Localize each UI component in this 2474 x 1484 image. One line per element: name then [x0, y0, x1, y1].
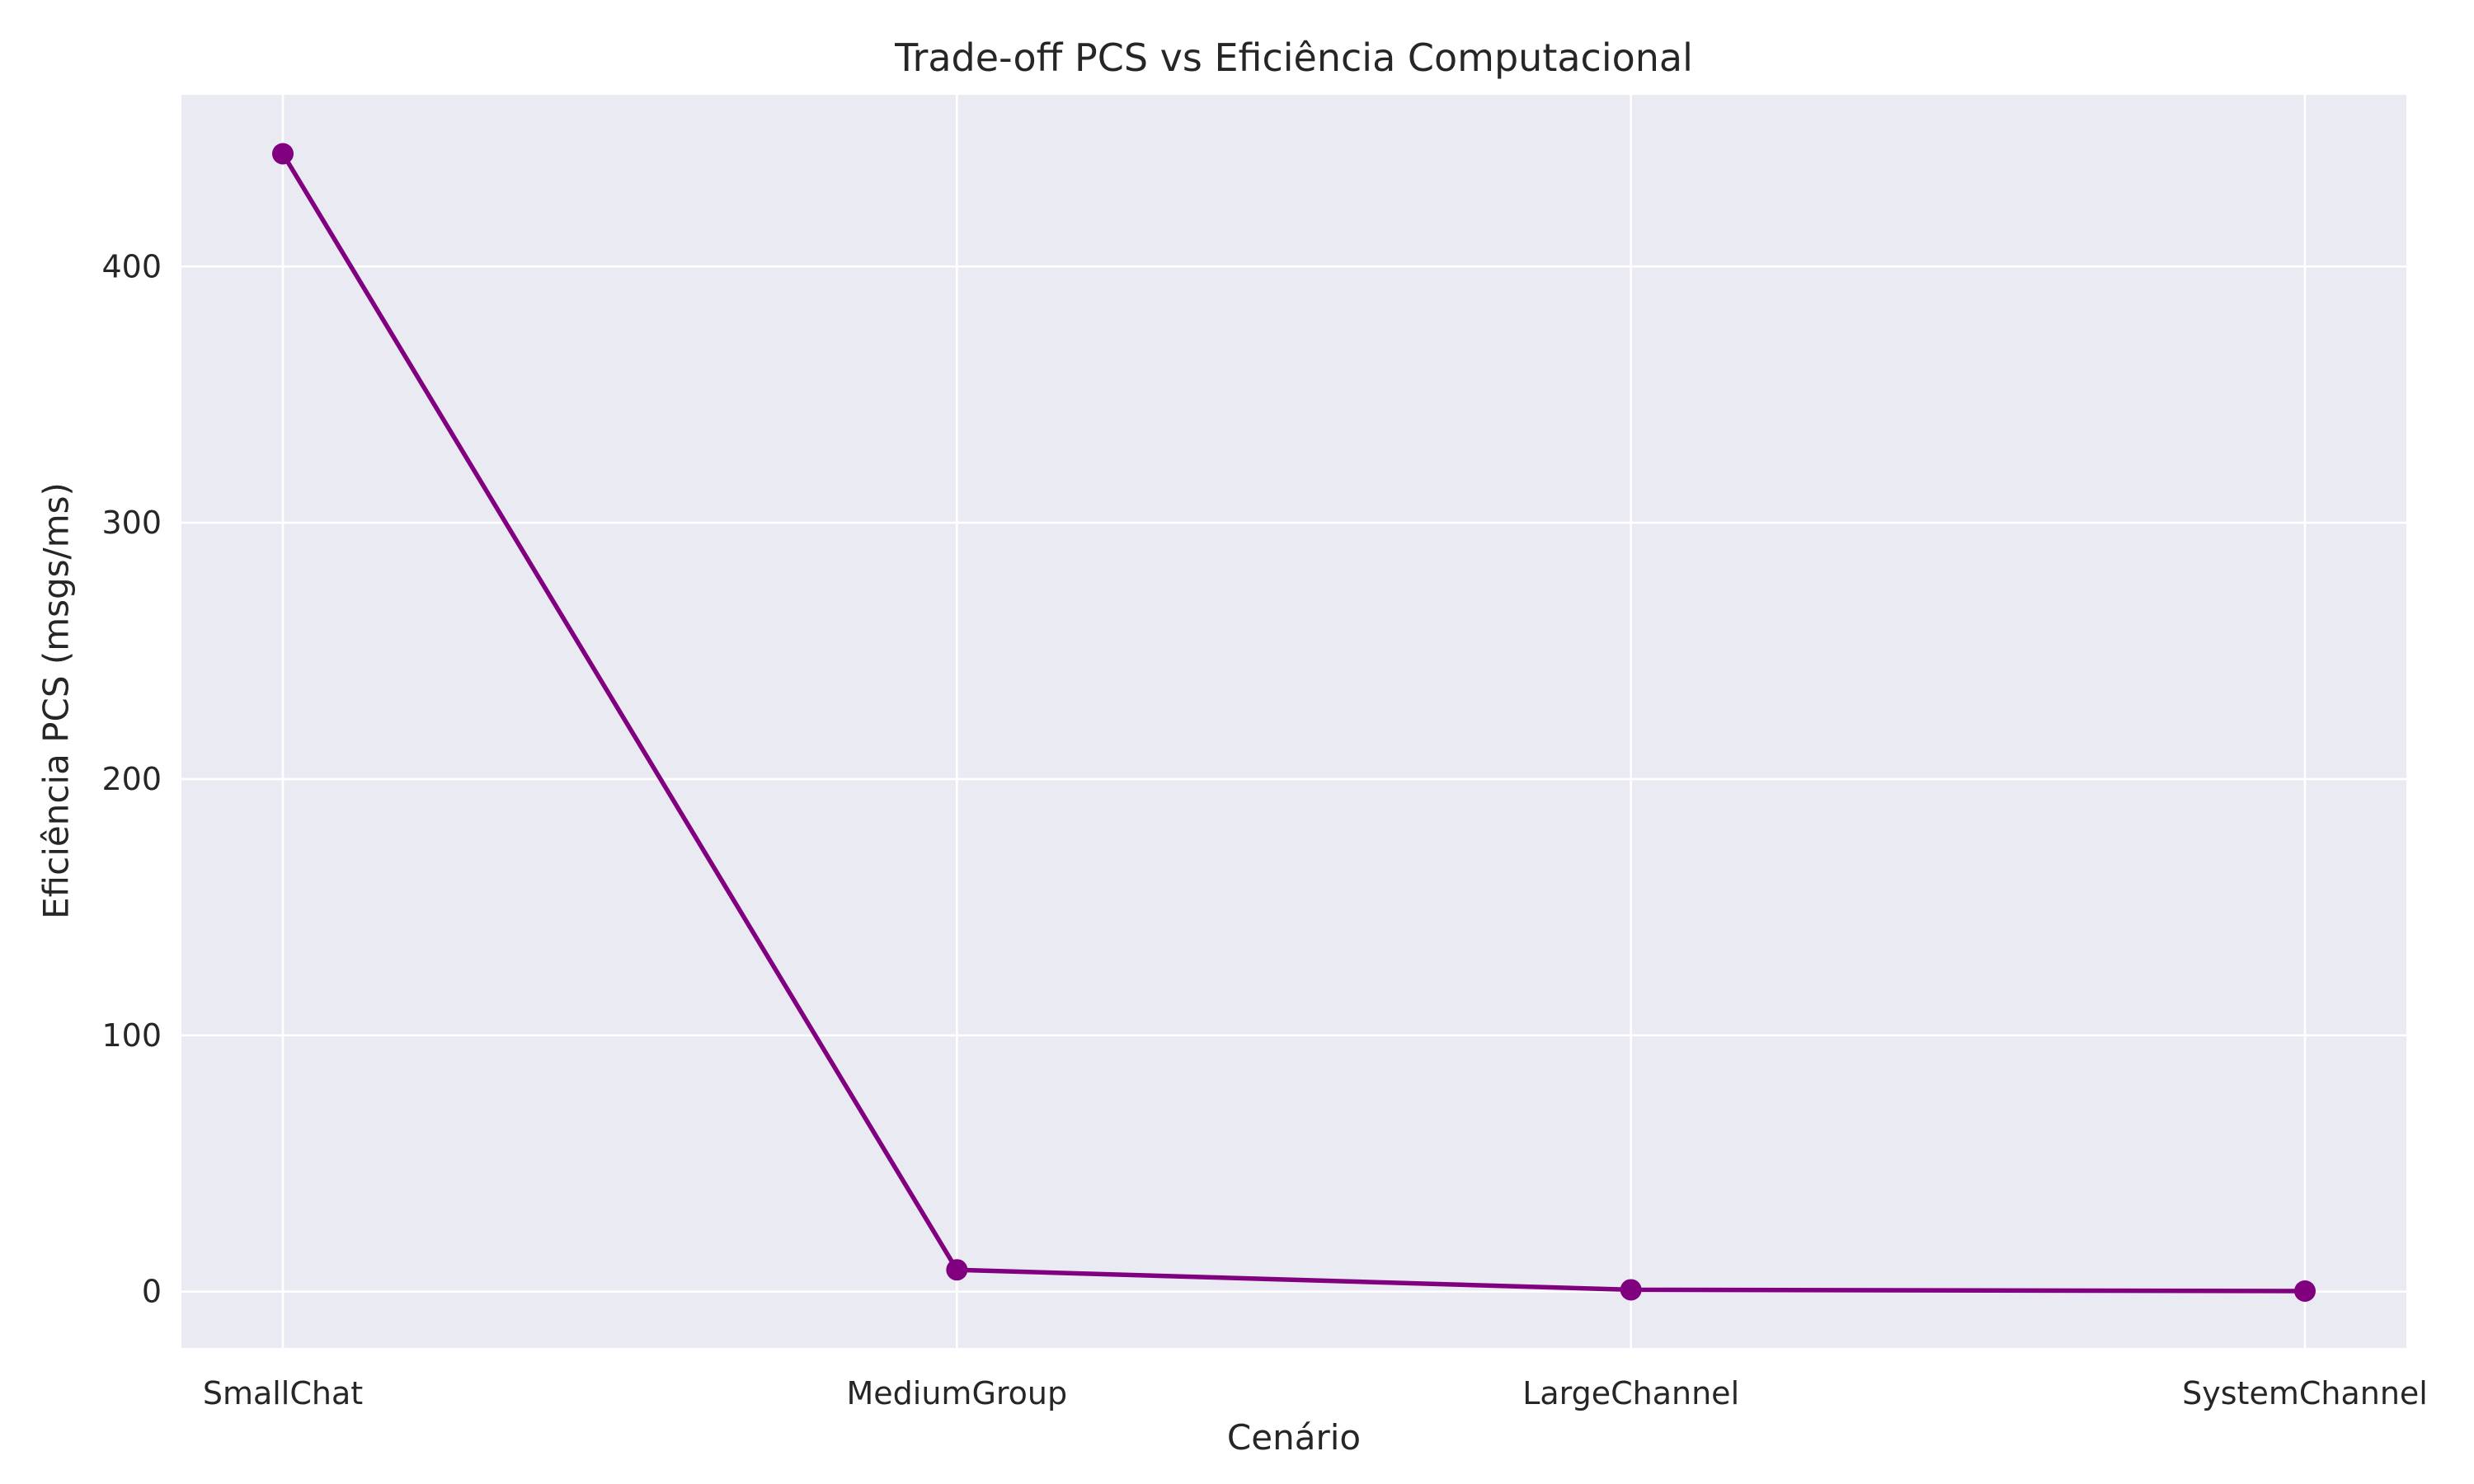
y-tick-label: 400 [101, 248, 162, 284]
data-point [2294, 1280, 2316, 1302]
series-layer [272, 143, 2316, 1302]
x-tick-label: MediumGroup [847, 1375, 1068, 1411]
y-axis-title: Eficiência PCS (msgs/ms) [36, 482, 77, 919]
series-line [280, 151, 2307, 1294]
data-point [1620, 1279, 1642, 1301]
x-tick-label: LargeChannel [1522, 1375, 1739, 1411]
x-axis-ticks: SmallChat MediumGroup LargeChannel SystemCh… [203, 1375, 2428, 1411]
data-point [272, 143, 294, 165]
x-tick-label: SystemChannel [2182, 1375, 2428, 1411]
y-tick-label: 100 [101, 1017, 162, 1054]
data-point [946, 1259, 968, 1281]
y-axis-ticks: 0 100 200 300 400 [101, 248, 162, 1309]
y-tick-label: 0 [142, 1274, 162, 1310]
x-axis-title: Cenário [1227, 1417, 1361, 1458]
grid [181, 95, 2406, 1348]
x-tick-label: SmallChat [203, 1375, 363, 1411]
y-tick-label: 200 [101, 761, 162, 797]
y-tick-label: 300 [101, 505, 162, 541]
chart-title: Trade-off PCS vs Eficiência Computaciona… [894, 35, 1693, 80]
plot-area [181, 95, 2406, 1348]
